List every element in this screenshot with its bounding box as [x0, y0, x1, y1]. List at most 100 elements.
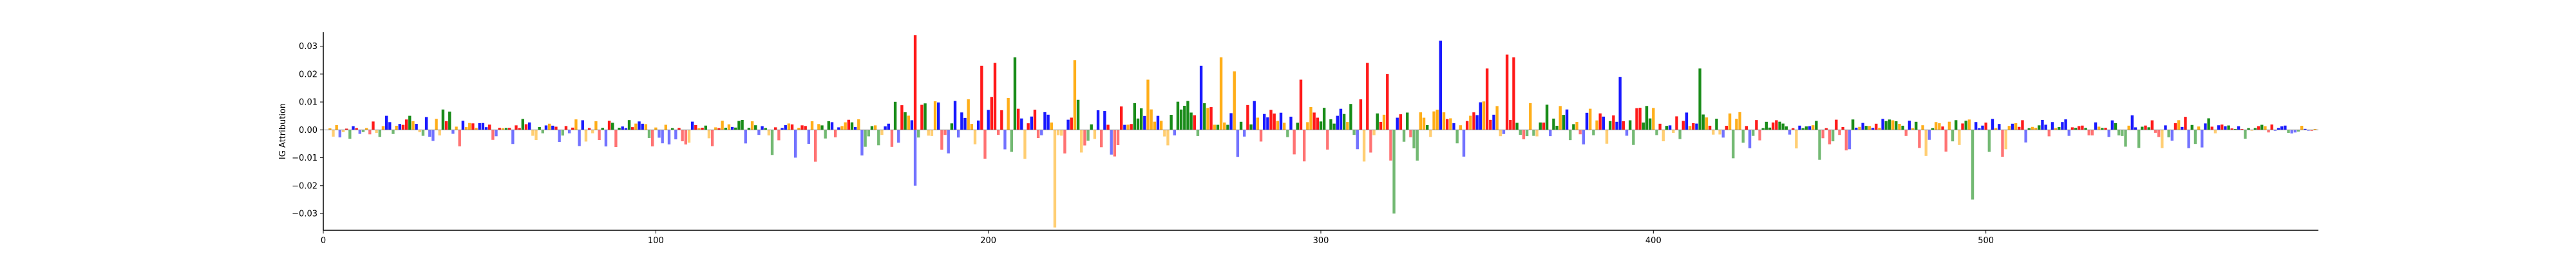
attribution-bar [1372, 130, 1376, 135]
attribution-bar [464, 127, 468, 130]
attribution-bar [1060, 130, 1063, 136]
attribution-bar [2117, 130, 2121, 135]
attribution-bar [734, 127, 737, 130]
attribution-bar [923, 103, 927, 130]
attribution-bar [1635, 108, 1638, 130]
attribution-bar [621, 126, 624, 130]
attribution-bar [1093, 130, 1097, 139]
attribution-bar [1838, 130, 1841, 135]
attribution-bar [1159, 121, 1163, 130]
attribution-bar [2031, 126, 2034, 130]
attribution-bar [1562, 115, 1566, 130]
attribution-bar [1439, 40, 1443, 130]
attribution-bar [1495, 106, 1499, 130]
attribution-bar [1665, 126, 1669, 130]
attribution-bar [1475, 115, 1479, 130]
attribution-bar [1775, 120, 1778, 130]
attribution-bar [2141, 126, 2144, 130]
attribution-bar [1465, 121, 1469, 130]
attribution-bar [1911, 128, 1915, 130]
attribution-bar [1648, 118, 1652, 130]
attribution-bar [1100, 130, 1103, 148]
attribution-bar [2270, 124, 2273, 130]
y-tick-label: −0.03 [292, 210, 317, 219]
attribution-bar [1183, 106, 1186, 130]
attribution-bar [1848, 130, 1852, 150]
attribution-bar [511, 130, 515, 144]
attribution-bar [2161, 130, 2164, 148]
attribution-bar [1788, 130, 1792, 135]
attribution-bar [1991, 119, 1994, 130]
attribution-bar [1755, 120, 1758, 130]
attribution-bar [544, 125, 548, 130]
attribution-bar [1539, 122, 1542, 130]
attribution-bar [1080, 130, 1083, 153]
attribution-bar [1472, 112, 1475, 130]
attribution-bar [491, 130, 495, 140]
attribution-bar [412, 121, 415, 130]
attribution-bar [401, 124, 405, 130]
attribution-bar [2230, 128, 2233, 130]
attribution-bar [1801, 128, 1804, 130]
attribution-bar [1978, 128, 1981, 130]
attribution-bar [1765, 121, 1768, 130]
attribution-bar [1246, 104, 1249, 130]
attribution-bar [504, 128, 508, 130]
attribution-bar [365, 128, 368, 130]
attribution-bar [1741, 130, 1745, 143]
attribution-bar [1804, 126, 1808, 130]
attribution-bar [2304, 128, 2307, 130]
attribution-bar [950, 123, 954, 130]
attribution-bar [2058, 127, 2061, 130]
attribution-bar [375, 130, 378, 134]
attribution-bar [920, 104, 923, 130]
attribution-bar [1066, 119, 1070, 130]
attribution-bar [2067, 130, 2070, 136]
attribution-bar [1688, 126, 1692, 130]
attribution-bar [352, 126, 355, 130]
attribution-bar [1146, 79, 1150, 130]
attribution-bar [1123, 124, 1126, 130]
attribution-bar [2174, 123, 2177, 130]
attribution-bar [421, 130, 425, 136]
attribution-bar [2150, 120, 2154, 130]
attribution-bar [670, 128, 674, 130]
attribution-bar [781, 128, 784, 130]
attribution-bar [1392, 130, 1396, 214]
attribution-bar [1199, 65, 1203, 130]
attribution-bar [1293, 130, 1296, 155]
attribution-bar [1030, 116, 1033, 130]
attribution-bar [993, 63, 997, 130]
attribution-bar [681, 130, 684, 142]
attribution-bar [1658, 123, 1662, 130]
attribution-bar [1582, 130, 1586, 144]
attribution-bar [2127, 125, 2130, 130]
attribution-bar [1931, 128, 1935, 130]
attribution-bar [704, 125, 707, 130]
y-axis-ticks: −0.03 −0.02 −0.01 0.00 0.01 0.02 0.03 [292, 42, 323, 219]
x-tick-label: 0 [321, 236, 326, 246]
attribution-bar [1772, 122, 1775, 130]
attribution-bar [1715, 119, 1718, 130]
attribution-bar [807, 130, 811, 144]
attribution-bar [2167, 130, 2170, 137]
attribution-bar [1718, 130, 1721, 135]
attribution-bar [687, 130, 691, 143]
attribution-bar [2044, 124, 2047, 130]
attribution-bar [1103, 111, 1106, 130]
attribution-bar [1382, 114, 1386, 130]
attribution-bar [2110, 120, 2114, 130]
attribution-bar [1326, 130, 1329, 150]
attribution-bar [1844, 130, 1848, 151]
attribution-bar [900, 105, 904, 130]
attribution-bar [594, 121, 598, 130]
attribution-bar [1256, 117, 1260, 130]
attribution-bar [1841, 126, 1844, 130]
attribution-bar [1412, 130, 1416, 149]
attribution-bar [392, 130, 395, 134]
attribution-bar [1692, 123, 1695, 130]
attribution-bar [1502, 130, 1506, 134]
attribution-bar [797, 128, 800, 130]
attribution-bar [2011, 123, 2014, 130]
attribution-bar [940, 130, 943, 150]
